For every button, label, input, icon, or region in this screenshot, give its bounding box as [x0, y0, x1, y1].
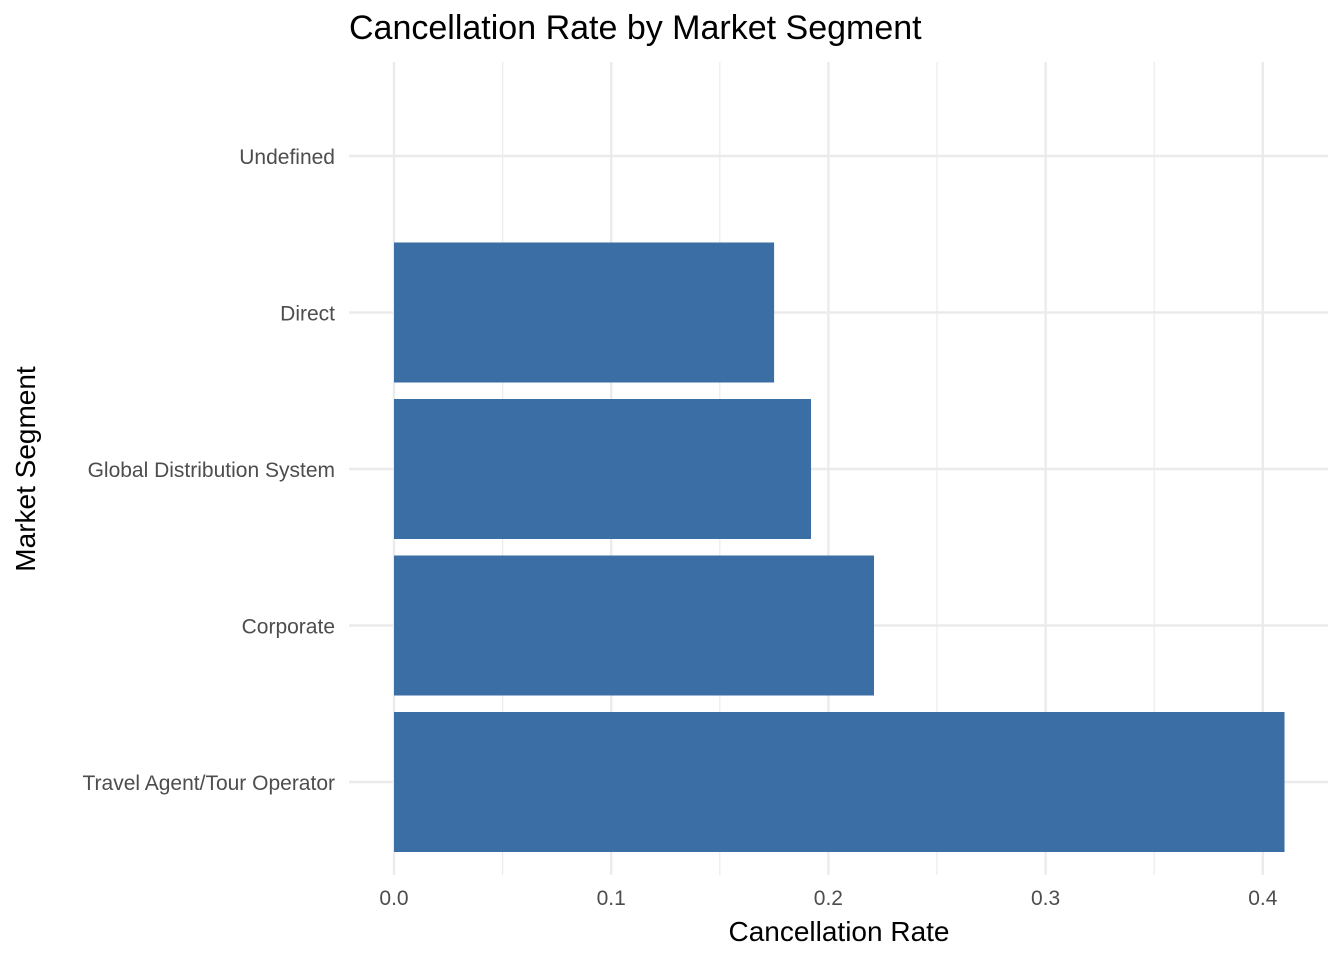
- x-tick-label: 0.3: [1031, 887, 1060, 910]
- y-tick-label: Corporate: [242, 616, 335, 639]
- x-tick-labels: 0.0 0.1 0.2 0.3 0.4: [379, 887, 1277, 910]
- y-axis-title: Market Segment: [10, 366, 41, 572]
- x-tick-label: 0.2: [814, 887, 843, 910]
- x-tick-label: 0.4: [1248, 887, 1278, 910]
- bar: [394, 242, 775, 383]
- bar-layer: [394, 242, 1285, 852]
- bar: [394, 555, 875, 696]
- y-tick-label: Undefined: [239, 146, 335, 169]
- x-tick-label: 0.0: [379, 887, 408, 910]
- y-tick-label: Global Distribution System: [88, 459, 335, 482]
- x-tick-label: 0.1: [597, 887, 626, 910]
- bar: [394, 399, 812, 539]
- bar: [394, 712, 1285, 852]
- chart-title: Cancellation Rate by Market Segment: [349, 9, 922, 47]
- y-tick-label: Travel Agent/Tour Operator: [82, 772, 335, 795]
- x-axis-title: Cancellation Rate: [728, 916, 949, 947]
- y-tick-label: Direct: [280, 303, 335, 326]
- y-tick-labels: Travel Agent/Tour Operator Corporate Globa…: [82, 146, 335, 795]
